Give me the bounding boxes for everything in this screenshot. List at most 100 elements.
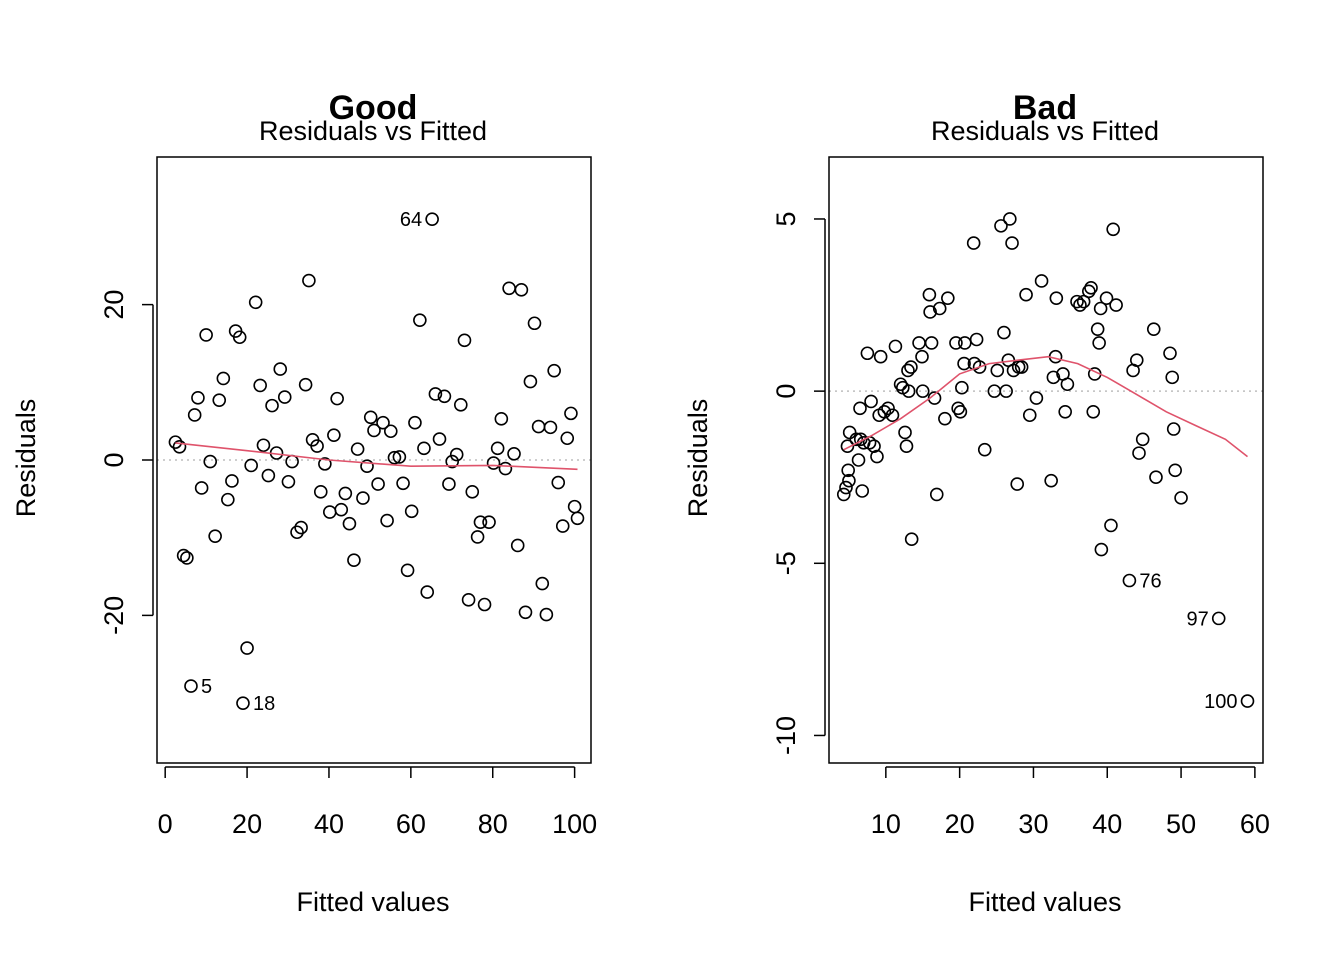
- data-point: [870, 449, 884, 464]
- data-point: [400, 563, 415, 578]
- y-axis-label: Residuals: [11, 399, 41, 518]
- data-point: [380, 513, 394, 528]
- data-point: [281, 474, 296, 489]
- data-point: [927, 391, 942, 405]
- x-tick-label: 50: [1166, 809, 1196, 839]
- data-point: [470, 530, 485, 544]
- data-point: [1149, 470, 1163, 485]
- data-point: [893, 377, 908, 392]
- data-point: [191, 391, 205, 405]
- data-point: [842, 473, 856, 488]
- data-point: [184, 679, 198, 693]
- data-point: [432, 432, 447, 446]
- data-point: [236, 696, 250, 710]
- data-point: [1082, 284, 1096, 299]
- data-point: [1005, 236, 1019, 250]
- data-point: [387, 450, 402, 465]
- data-point: [203, 454, 218, 469]
- data-point: [294, 520, 308, 535]
- data-point: [899, 439, 914, 454]
- data-point: [1070, 294, 1084, 309]
- data-point: [437, 389, 452, 404]
- data-point: [1132, 446, 1146, 460]
- data-point: [445, 454, 460, 469]
- data-point: [318, 457, 332, 471]
- data-point: [1034, 274, 1049, 288]
- smooth-trend-line: [843, 355, 1248, 458]
- data-point: [923, 305, 937, 319]
- data-point: [994, 219, 1008, 233]
- data-point: [413, 313, 427, 327]
- y-tick-label: 0: [99, 452, 129, 467]
- y-tick-label: -5: [771, 551, 801, 575]
- data-point: [977, 442, 992, 457]
- data-point: [1003, 212, 1017, 226]
- data-point: [1122, 573, 1137, 588]
- data-point: [334, 502, 349, 517]
- data-point: [1049, 291, 1064, 305]
- data-point: [873, 349, 888, 364]
- data-point: [494, 412, 509, 426]
- data-point: [853, 432, 868, 447]
- data-point: [951, 401, 965, 416]
- x-tick-label: 60: [1240, 809, 1270, 839]
- main-title: Bad: [1013, 89, 1077, 127]
- data-point: [396, 476, 410, 491]
- data-point: [922, 287, 937, 302]
- data-point: [915, 384, 930, 398]
- y-axis-label: Residuals: [683, 399, 713, 518]
- data-point: [356, 491, 370, 505]
- data-point: [851, 453, 866, 467]
- subtitle: Residuals vs Fitted: [931, 116, 1159, 146]
- data-point: [208, 529, 222, 543]
- data-point: [881, 401, 895, 416]
- data-point: [244, 458, 258, 473]
- data-point: [302, 273, 316, 288]
- data-point: [841, 463, 855, 478]
- data-point: [1084, 281, 1098, 295]
- data-point: [425, 212, 439, 226]
- plot-frame: [828, 156, 1264, 764]
- y-tick-label: 20: [99, 290, 129, 320]
- x-tick-label: 100: [552, 809, 597, 839]
- data-point: [898, 425, 912, 440]
- data-point: [256, 438, 271, 453]
- data-point: [172, 439, 187, 454]
- data-point: [1093, 301, 1108, 316]
- data-point: [864, 394, 878, 409]
- data-point: [924, 336, 939, 350]
- data-point: [392, 450, 407, 464]
- data-point: [265, 398, 279, 413]
- point-label: 18: [253, 693, 275, 715]
- x-tick-label: 0: [158, 809, 173, 839]
- data-point: [1010, 477, 1025, 491]
- data-point: [420, 585, 435, 599]
- data-point: [518, 605, 533, 620]
- data-point: [290, 525, 304, 540]
- point-label: 97: [1186, 608, 1208, 630]
- data-point: [221, 492, 235, 507]
- data-point: [363, 410, 378, 425]
- point-label: 5: [201, 676, 212, 698]
- data-point: [938, 411, 952, 426]
- data-point: [1146, 322, 1161, 336]
- subtitle: Residuals vs Fitted: [259, 116, 487, 146]
- panel-bad: Bad Residuals vs Fitted Fitted values Re…: [683, 89, 1270, 917]
- data-point: [904, 360, 918, 374]
- data-point: [1044, 473, 1058, 488]
- main-title: Good: [329, 89, 418, 127]
- data-point: [465, 485, 480, 499]
- smooth-trend-line: [175, 442, 578, 471]
- data-point: [836, 487, 851, 502]
- data-point: [1099, 291, 1114, 305]
- data-point: [1211, 611, 1226, 626]
- data-point: [853, 401, 867, 416]
- data-point: [955, 380, 969, 395]
- data-point: [1046, 370, 1061, 385]
- data-point: [1086, 404, 1101, 419]
- data-point: [904, 532, 919, 546]
- x-tick-label: 80: [478, 809, 508, 839]
- data-point: [428, 387, 443, 401]
- data-point: [240, 641, 254, 655]
